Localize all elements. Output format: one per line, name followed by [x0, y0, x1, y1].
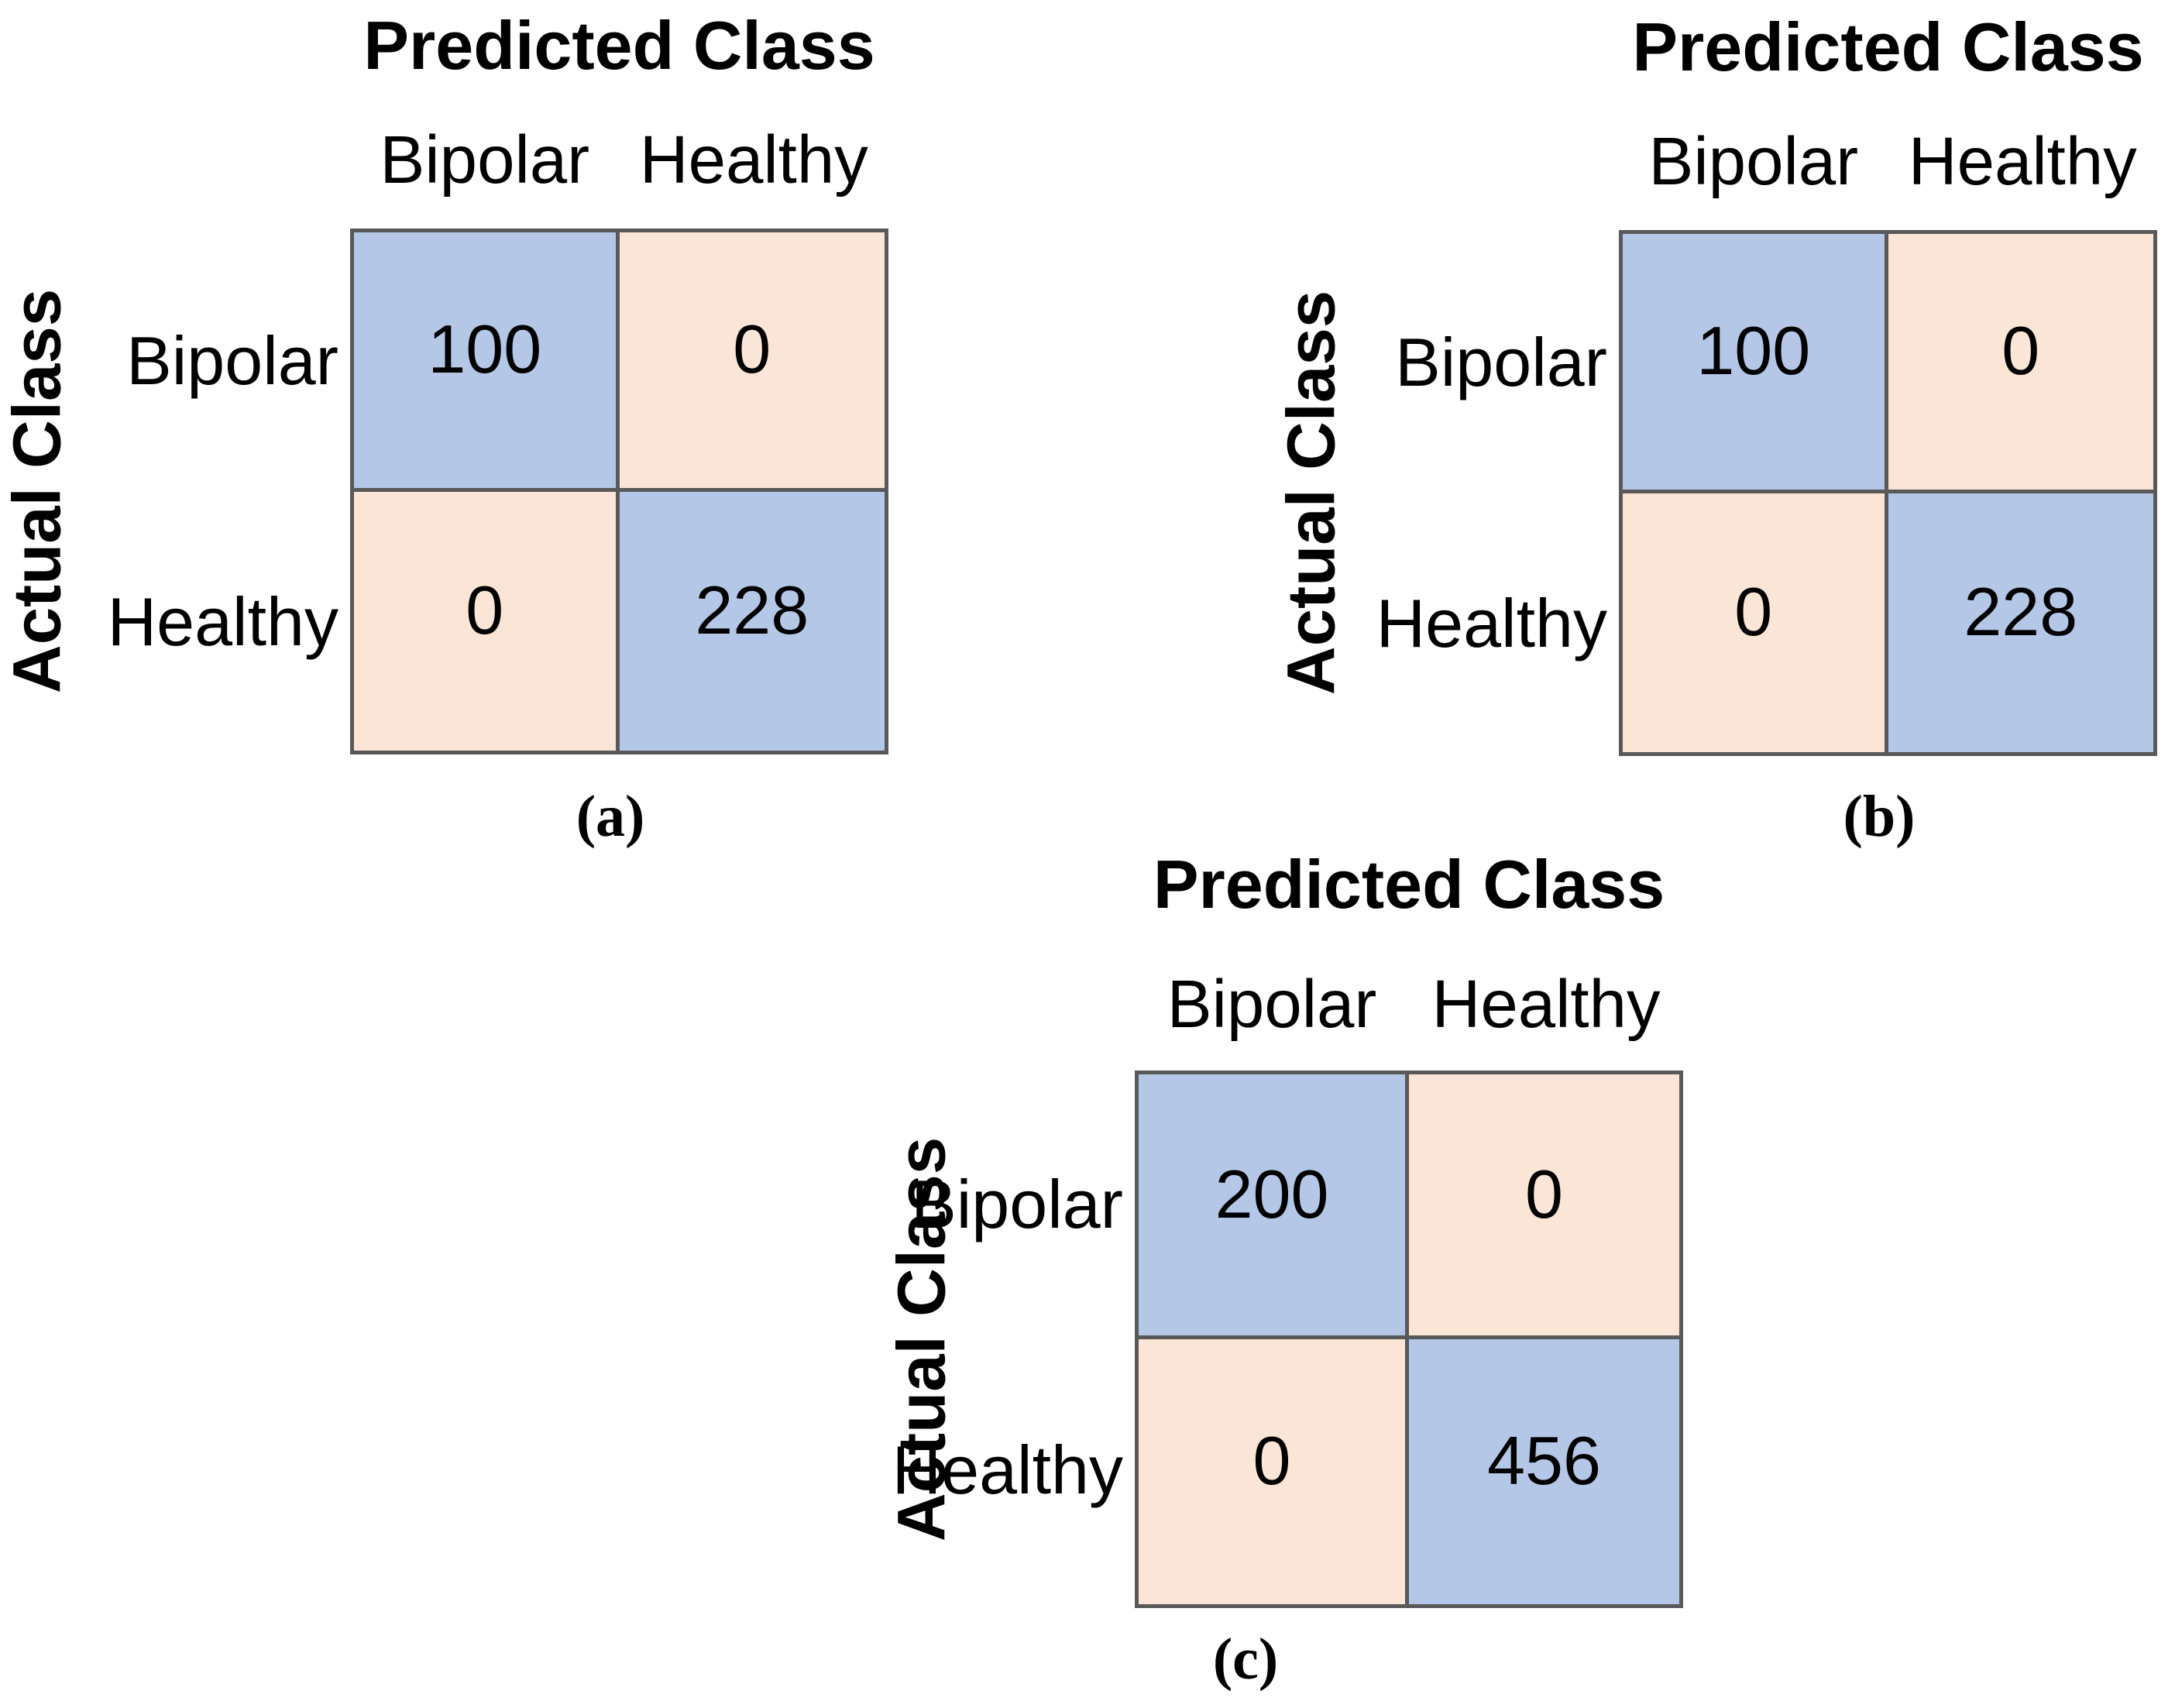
cell-actual-bipolar-pred-bipolar-a: 100: [354, 232, 620, 492]
row-label-bipolar-b: Bipolar: [1395, 324, 1607, 400]
col-label-bipolar-a: Bipolar: [380, 122, 590, 198]
cell-actual-bipolar-pred-healthy-b: 0: [1888, 234, 2153, 493]
cell-value: 0: [1252, 1422, 1291, 1499]
row-label-bipolar-a: Bipolar: [126, 322, 338, 399]
cell-value: 0: [1734, 572, 1773, 650]
confusion-matrix-grid-b: 100 0 0 228: [1619, 230, 2157, 756]
row-label-healthy-a: Healthy: [107, 583, 338, 660]
cell-value: 0: [733, 310, 771, 387]
cell-value: 456: [1487, 1422, 1601, 1499]
column-labels-a: Bipolar Healthy: [350, 126, 888, 194]
cell-actual-healthy-pred-healthy-b: 228: [1888, 493, 2153, 752]
col-label-bipolar-b: Bipolar: [1648, 124, 1859, 199]
cell-actual-healthy-pred-bipolar-a: 0: [354, 491, 620, 751]
confusion-matrix-grid-c: 200 0 0 456: [1135, 1071, 1683, 1608]
cell-actual-healthy-pred-healthy-a: 228: [619, 491, 885, 751]
column-labels-c: Bipolar Healthy: [1135, 971, 1683, 1038]
cell-value: 200: [1215, 1155, 1329, 1232]
predicted-class-title-c: Predicted Class: [1153, 846, 1665, 923]
col-label-healthy-c: Healthy: [1431, 967, 1661, 1042]
panel-caption-b: (b): [1843, 784, 1916, 849]
col-label-healthy-a: Healthy: [639, 122, 868, 198]
cell-value: 0: [2001, 311, 2040, 389]
row-label-healthy-b: Healthy: [1376, 585, 1607, 662]
cell-actual-healthy-pred-bipolar-b: 0: [1623, 493, 1888, 752]
row-label-bipolar-c: Bipolar: [911, 1166, 1123, 1242]
cell-value: 100: [1696, 311, 1811, 389]
col-label-bipolar-c: Bipolar: [1167, 967, 1377, 1042]
row-label-healthy-c: Healthy: [892, 1431, 1123, 1508]
column-labels-b: Bipolar Healthy: [1619, 128, 2157, 195]
cell-value: 0: [466, 571, 504, 648]
cell-value: 100: [428, 310, 542, 387]
col-label-healthy-b: Healthy: [1908, 124, 2137, 199]
actual-class-title-a: Actual Class: [0, 288, 75, 694]
cell-actual-bipolar-pred-healthy-a: 0: [619, 232, 885, 492]
actual-class-title-b: Actual Class: [1273, 290, 1349, 696]
cell-actual-bipolar-pred-bipolar-c: 200: [1139, 1074, 1409, 1339]
panel-caption-a: (a): [576, 784, 645, 849]
panel-caption-c: (c): [1212, 1627, 1279, 1692]
predicted-class-title-b: Predicted Class: [1632, 9, 2144, 85]
cell-actual-healthy-pred-bipolar-c: 0: [1139, 1339, 1409, 1604]
predicted-class-title-a: Predicted Class: [363, 7, 875, 84]
cell-actual-bipolar-pred-bipolar-b: 100: [1623, 234, 1888, 493]
confusion-matrix-grid-a: 100 0 0 228: [350, 229, 888, 754]
cell-value: 0: [1525, 1155, 1563, 1232]
cell-actual-bipolar-pred-healthy-c: 0: [1409, 1074, 1679, 1339]
cell-value: 228: [695, 571, 809, 648]
cell-actual-healthy-pred-healthy-c: 456: [1409, 1339, 1679, 1604]
cell-value: 228: [1964, 572, 2078, 650]
